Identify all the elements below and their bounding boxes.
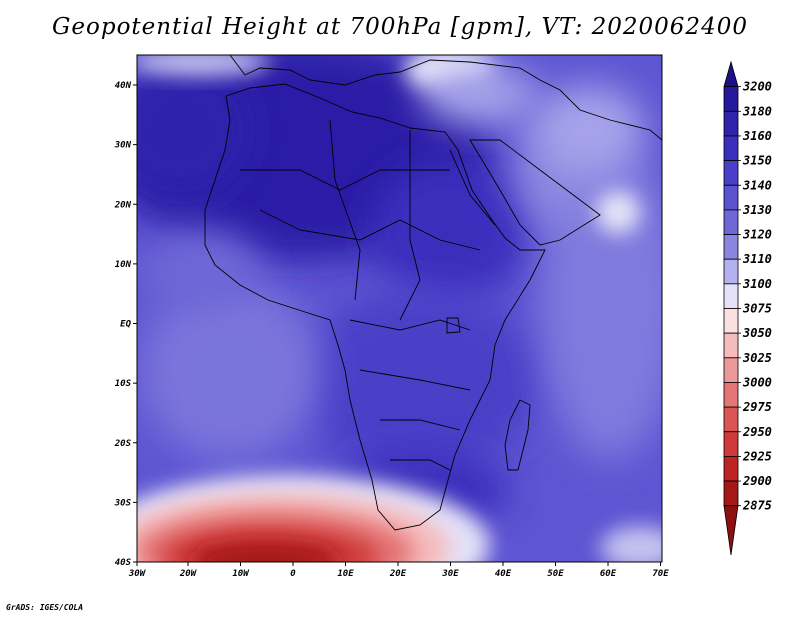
colorbar-label: 2925 — [742, 449, 772, 463]
lat-tick-label: 40N — [115, 81, 132, 91]
colorbar-swatch — [723, 357, 739, 383]
lat-tick-label: 30S — [114, 498, 132, 508]
border-5 — [349, 319, 471, 331]
colorbar-label: 3180 — [742, 104, 772, 118]
border-6 — [359, 369, 471, 391]
lat-tick-label: 10N — [115, 260, 132, 270]
colorbar-label: 3075 — [742, 302, 772, 316]
colorbar-swatch — [723, 234, 739, 260]
lon-tick-label: 0 — [290, 569, 296, 579]
colorbar-swatch — [723, 135, 739, 161]
colorbar-swatch — [723, 86, 739, 112]
colorbar-top-arrow — [723, 60, 739, 88]
colorbar-label: 2975 — [742, 400, 772, 414]
colorbar-label: 3025 — [742, 351, 772, 365]
height-field — [137, 55, 662, 562]
lon-tick-label: 30W — [128, 569, 147, 579]
colorbar-label: 3150 — [742, 154, 772, 168]
colorbar-swatch — [723, 480, 739, 507]
lat-tick-label: 20N — [114, 200, 132, 210]
lat-tick-label: 40S — [115, 558, 132, 568]
colorbar-label: 3000 — [742, 375, 772, 389]
colorbar-label: 3160 — [742, 129, 772, 143]
colorbar-swatch — [723, 308, 739, 334]
colorbar-label: 3130 — [742, 203, 772, 217]
colorbar-label: 2900 — [742, 474, 772, 488]
colorbar-swatch — [723, 209, 739, 235]
border-7 — [380, 419, 461, 431]
colorbar-label: 3100 — [742, 277, 772, 291]
africa-coastline — [204, 83, 546, 531]
colorbar-label: 3120 — [742, 228, 772, 242]
border-3 — [329, 119, 361, 301]
lon-tick-label: 70E — [652, 569, 669, 579]
colorbar-label: 3050 — [742, 326, 772, 340]
red-sea — [449, 149, 496, 226]
lat-tick-label: 30N — [114, 141, 132, 151]
lon-tick-label: 40E — [495, 569, 512, 579]
colorbar-swatch — [723, 110, 739, 137]
colorbar-swatch — [723, 160, 739, 186]
border-2 — [259, 209, 481, 251]
europe-coast — [229, 55, 662, 141]
coastlines — [204, 55, 662, 531]
colorbar-swatch — [723, 455, 739, 482]
lon-tick-label: 20E — [389, 569, 407, 579]
chart-title: Geopotential Height at 700hPa [gpm], VT:… — [52, 14, 748, 40]
colorbar-label: 3110 — [742, 252, 772, 266]
colorbar-swatch — [723, 283, 739, 309]
longitude-axis: 30W 20W 10W 0 10E 20E 30E 40E 50E 60E 70E — [128, 562, 669, 579]
colorbar-swatch — [723, 406, 739, 433]
border-4 — [399, 130, 421, 321]
arabia-coast — [469, 139, 601, 246]
lon-tick-label: 30E — [441, 569, 459, 579]
lon-tick-label: 10W — [232, 569, 250, 579]
colorbar-swatch — [723, 332, 739, 359]
lat-tick-label: 10S — [115, 379, 132, 389]
colorbar-swatch — [723, 431, 739, 457]
lat-tick-label: 20S — [114, 439, 132, 449]
border-8 — [390, 459, 451, 471]
colorbar-label: 3140 — [742, 178, 772, 192]
border-1 — [240, 169, 450, 191]
colorbar-label: 2875 — [742, 499, 772, 513]
latitude-axis: 40N 30N 20N 10N EQ 10S 20S 30S 40S — [114, 81, 137, 568]
madagascar-coast — [504, 399, 531, 471]
colorbar-label: 2950 — [742, 425, 772, 439]
lat-tick-label: EQ — [120, 320, 131, 330]
plot-frame — [136, 54, 663, 563]
lake-victoria — [446, 317, 461, 334]
lon-tick-label: 10E — [337, 569, 354, 579]
colorbar: 3200 3180 3160 3150 3140 3130 3120 3110 3100 3075… — [723, 60, 772, 556]
lon-tick-label: 20W — [179, 569, 198, 579]
credit-text: GrADS: IGES/COLA — [6, 603, 84, 612]
colorbar-bottom-arrow — [723, 505, 739, 556]
lon-tick-label: 50E — [547, 569, 564, 579]
colorbar-swatch — [723, 382, 739, 408]
colorbar-label: 3200 — [742, 80, 772, 94]
lon-tick-label: 60E — [600, 569, 617, 579]
colorbar-swatch — [723, 258, 739, 285]
colorbar-swatch — [723, 184, 739, 211]
